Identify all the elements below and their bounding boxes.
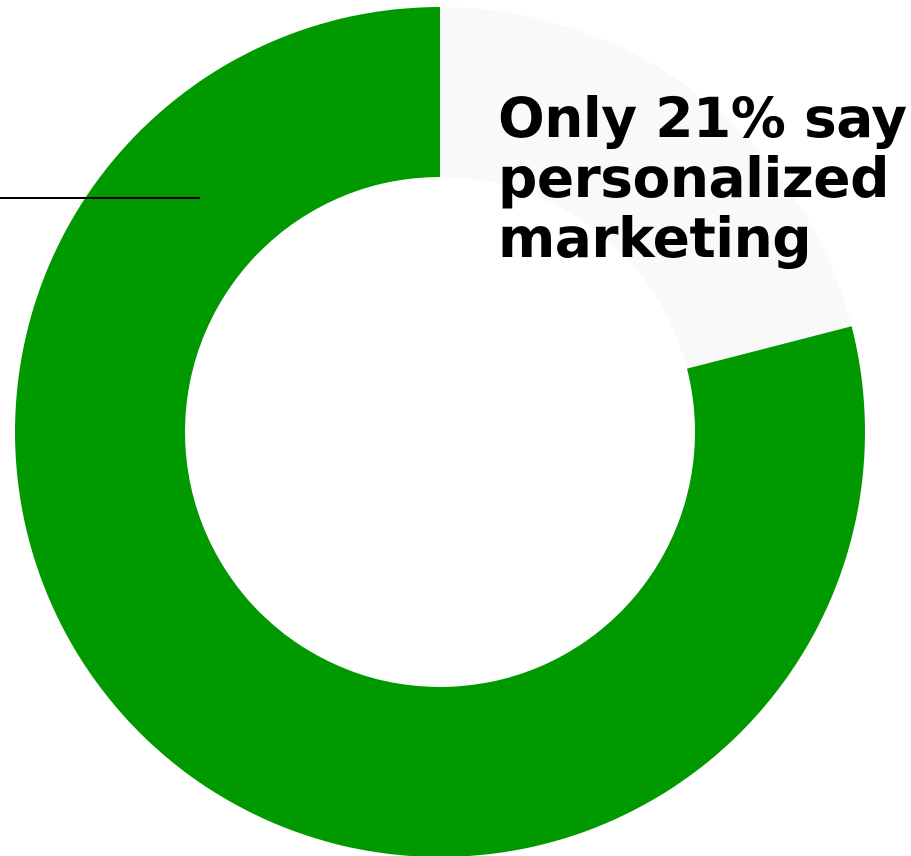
donut-slice-2 [15,7,865,856]
callout-line-2: personalized [498,146,889,210]
callout-line-1: Only 21% say [498,86,907,150]
donut-slice-1 [440,7,852,369]
callout-line-3: marketing [498,206,812,270]
donut-slices [15,7,865,856]
callout-text: Only 21% say personalized marketing [498,88,908,268]
